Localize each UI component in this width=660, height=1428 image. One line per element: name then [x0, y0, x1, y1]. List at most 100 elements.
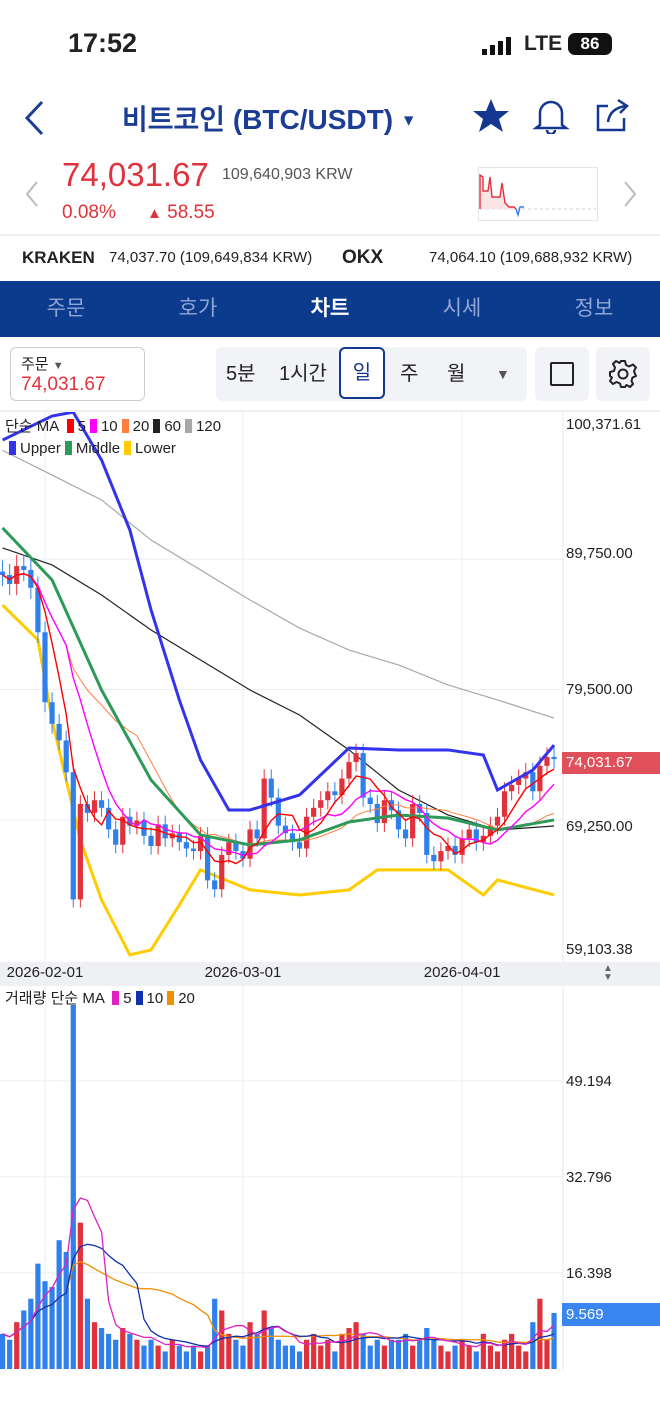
- volume-bar: [516, 1345, 522, 1369]
- volume-bar: [35, 1263, 41, 1369]
- legend-item: 5: [108, 990, 132, 1007]
- y-tick-label: 59,103.38: [566, 941, 633, 958]
- interval-month[interactable]: 월: [447, 363, 466, 385]
- chart-top-border: [0, 410, 660, 412]
- candle-body: [155, 824, 161, 846]
- candle-body: [77, 804, 83, 900]
- candle-body: [134, 820, 140, 826]
- tab-info[interactable]: 정보: [574, 297, 614, 320]
- legend-label: Lower: [135, 440, 176, 457]
- candle-body: [113, 829, 119, 845]
- tab-market[interactable]: 시세: [442, 297, 482, 320]
- back-icon[interactable]: [22, 100, 48, 136]
- volume-bar: [98, 1328, 105, 1369]
- tab-orderbook[interactable]: 호가: [178, 297, 218, 320]
- network-label: LTE: [524, 32, 563, 55]
- status-time: 17:52: [68, 28, 138, 58]
- volume-bar: [197, 1351, 204, 1369]
- interval-5m[interactable]: 5분: [226, 363, 256, 385]
- volume-bar: [240, 1345, 246, 1369]
- legend-label: 60: [164, 418, 182, 435]
- order-button[interactable]: 주문 ▼ 74,031.67: [10, 347, 145, 401]
- settings-button[interactable]: [596, 347, 650, 401]
- title-text: 비트코인 (BTC/USDT): [122, 104, 394, 135]
- page-title[interactable]: 비트코인 (BTC/USDT) ▼: [122, 98, 417, 138]
- legend-item: Lower: [120, 440, 176, 457]
- exchange-value-okx: 74,064.10 (109,688,932 KRW): [429, 249, 633, 266]
- candle-body: [219, 854, 225, 890]
- candle-body: [120, 816, 126, 845]
- bell-icon[interactable]: [532, 98, 570, 134]
- candle-body: [190, 848, 197, 852]
- candle-body: [84, 804, 91, 813]
- caret-down-icon: ▼: [52, 360, 64, 372]
- volume-bar: [360, 1333, 366, 1369]
- bb-middle-line: [1, 526, 555, 847]
- candle-body: [70, 772, 76, 900]
- mini-chart[interactable]: [478, 167, 598, 221]
- candle-body: [466, 829, 472, 839]
- candle-body: [233, 842, 239, 852]
- legend-item: 20: [118, 418, 149, 435]
- volume-bar: [282, 1345, 288, 1369]
- share-icon[interactable]: [594, 98, 632, 134]
- candle-body: [325, 791, 331, 801]
- volume-bar: [70, 1005, 76, 1369]
- date-axis: [0, 962, 660, 986]
- interval-day[interactable]: 일: [339, 347, 385, 399]
- next-coin-icon[interactable]: [622, 180, 638, 208]
- star-icon[interactable]: [472, 98, 510, 134]
- volume-bar: [275, 1339, 281, 1369]
- interval-1h[interactable]: 1시간: [279, 363, 327, 385]
- legend-swatch: [89, 419, 97, 433]
- legend-item: 10: [132, 990, 163, 1007]
- fullscreen-button[interactable]: [535, 347, 589, 401]
- volume-bar: [395, 1339, 402, 1369]
- candle-body: [332, 791, 338, 796]
- resize-handle-icon[interactable]: ▲ ▼: [603, 963, 613, 983]
- exchange-name-okx: OKX: [342, 247, 384, 268]
- exchange-value-kraken: 74,037.70 (109,649,834 KRW): [109, 249, 313, 266]
- legend-item: 20: [163, 990, 195, 1007]
- legend-swatch: [112, 991, 120, 1005]
- tab-chart[interactable]: 차트: [310, 297, 350, 320]
- candle-body: [494, 816, 501, 826]
- square-icon: [550, 362, 574, 386]
- volume-bar: [91, 1322, 98, 1369]
- volume-bar: [120, 1328, 126, 1369]
- candle-body: [63, 740, 69, 773]
- legend-label: 20: [178, 990, 195, 1007]
- legend-item: Upper: [5, 440, 61, 457]
- candle-body: [318, 800, 324, 808]
- y-tick-label: 100,371.61: [566, 416, 642, 433]
- candle-body: [530, 772, 536, 792]
- candle-body: [353, 753, 359, 763]
- volume-bar: [84, 1298, 91, 1369]
- current-volume-tag: 9.569: [562, 1303, 660, 1326]
- ma60-line: [2, 547, 555, 831]
- prev-coin-icon[interactable]: [24, 180, 40, 208]
- legend-item: 120: [181, 418, 221, 435]
- volume-bar: [205, 1345, 211, 1369]
- volume-bar: [466, 1345, 472, 1369]
- volume-ma5-line: [2, 1197, 555, 1349]
- y-tick-label: 69,250.00: [566, 818, 633, 835]
- legend-label: 5: [123, 990, 132, 1007]
- volume-tick-label: 49.194: [566, 1073, 612, 1090]
- legend-swatch: [64, 441, 72, 455]
- volume-bar: [296, 1351, 303, 1369]
- volume-tick-label: 32.796: [566, 1169, 612, 1186]
- interval-week[interactable]: 주: [400, 363, 419, 385]
- interval-more-icon[interactable]: ▼: [496, 366, 510, 382]
- candle-body: [424, 812, 430, 855]
- candle-body: [98, 800, 105, 808]
- tab-order[interactable]: 주문: [46, 297, 86, 320]
- volume-bar: [247, 1322, 253, 1369]
- volume-plot: [0, 1005, 557, 1369]
- volume-legend-label: 거래량 단순 MA: [5, 990, 105, 1007]
- legend-swatch: [185, 419, 193, 433]
- volume-bar: [0, 1333, 6, 1369]
- candle-body: [106, 807, 112, 830]
- candle-body: [212, 880, 218, 890]
